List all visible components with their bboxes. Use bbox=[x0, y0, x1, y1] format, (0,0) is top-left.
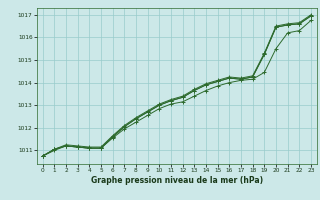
X-axis label: Graphe pression niveau de la mer (hPa): Graphe pression niveau de la mer (hPa) bbox=[91, 176, 263, 185]
